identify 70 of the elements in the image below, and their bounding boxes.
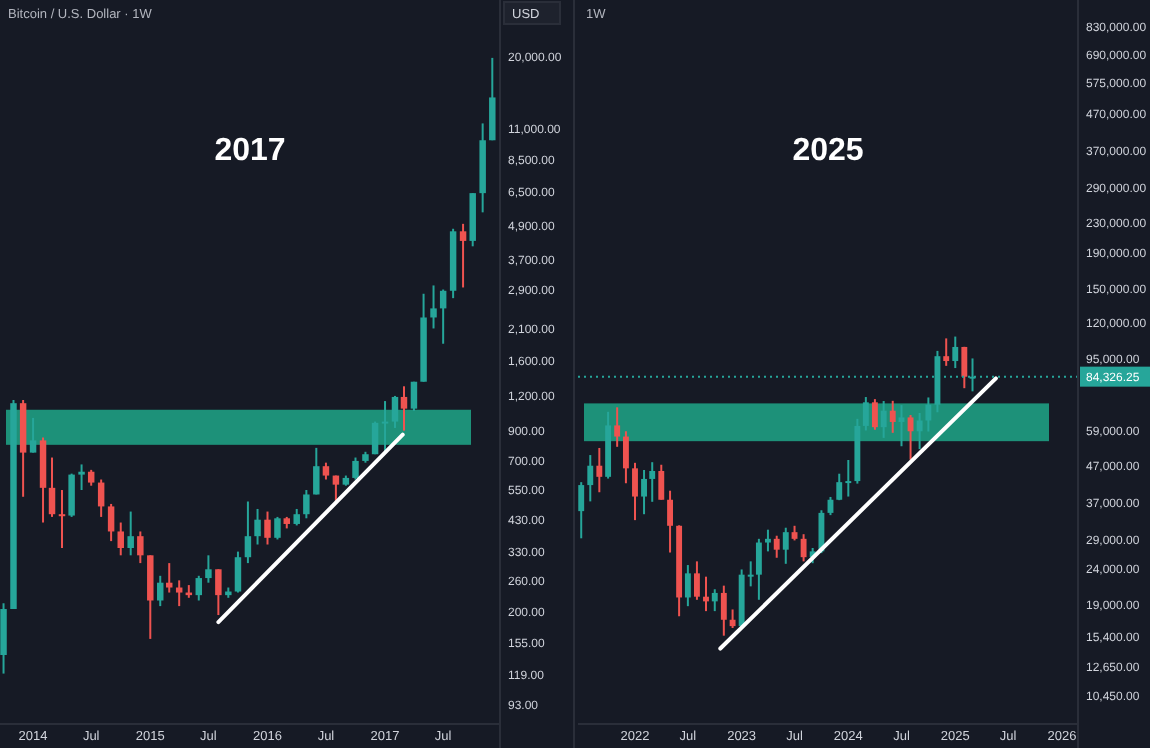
candlestick	[862, 396, 869, 432]
candlestick	[391, 394, 399, 429]
candlestick	[720, 584, 727, 637]
candlestick	[765, 528, 771, 553]
candlestick	[880, 400, 887, 439]
candlestick	[622, 430, 629, 485]
candlestick	[127, 510, 134, 557]
candlestick	[641, 469, 647, 516]
candlestick	[578, 481, 585, 540]
candlestick	[755, 537, 762, 601]
text: 2025	[792, 134, 864, 168]
candlestick	[274, 515, 281, 541]
candlestick	[961, 345, 968, 390]
candlestick	[195, 574, 203, 602]
candlestick	[147, 554, 154, 640]
candlestick	[137, 530, 144, 565]
candlestick	[632, 461, 638, 522]
candlestick	[871, 398, 878, 431]
candlestick	[234, 550, 242, 594]
candlestick	[303, 489, 310, 520]
text: 2017	[214, 134, 286, 168]
candlestick	[800, 533, 807, 563]
candlestick	[400, 385, 408, 432]
candlestick	[244, 500, 252, 565]
candlestick	[649, 461, 656, 503]
candlestick	[459, 222, 467, 289]
candlestick	[952, 335, 959, 370]
candlestick	[587, 454, 594, 503]
candlestick	[332, 474, 340, 503]
candlestick	[614, 406, 621, 448]
candlestick	[39, 436, 47, 524]
candlestick	[264, 510, 271, 546]
candlestick	[78, 463, 85, 492]
candlestick	[352, 456, 359, 481]
candlestick	[684, 564, 691, 608]
candlestick	[711, 588, 718, 613]
candlestick	[943, 337, 950, 367]
candlestick	[729, 608, 736, 629]
candlestick	[430, 284, 437, 330]
candlestick	[313, 446, 320, 496]
candlestick	[410, 380, 418, 412]
candlestick	[916, 411, 923, 451]
candlestick	[898, 404, 905, 448]
candlestick	[58, 489, 66, 550]
candlestick	[489, 56, 496, 142]
candlestick	[773, 534, 780, 559]
candlestick	[925, 396, 932, 433]
candlestick	[836, 472, 843, 502]
candlestick	[68, 472, 75, 518]
candlestick	[29, 416, 37, 454]
candlestick	[371, 420, 379, 456]
candlestick	[381, 400, 389, 454]
candlestick	[48, 456, 56, 518]
candlestick	[117, 521, 124, 557]
candlestick	[693, 560, 700, 601]
candlestick	[667, 489, 673, 554]
candlestick	[205, 554, 212, 584]
candlestick	[107, 502, 115, 543]
candlestick	[889, 399, 896, 434]
candlestick	[469, 192, 476, 248]
candlestick	[818, 509, 825, 555]
candlestick	[97, 478, 105, 518]
candlestick	[166, 562, 173, 594]
candlestick	[658, 463, 665, 501]
candlestick	[175, 579, 183, 608]
candlestick	[0, 602, 7, 675]
candlestick	[254, 507, 261, 546]
candlestick	[596, 446, 603, 494]
candlestick	[215, 568, 222, 617]
candlestick	[782, 526, 789, 565]
